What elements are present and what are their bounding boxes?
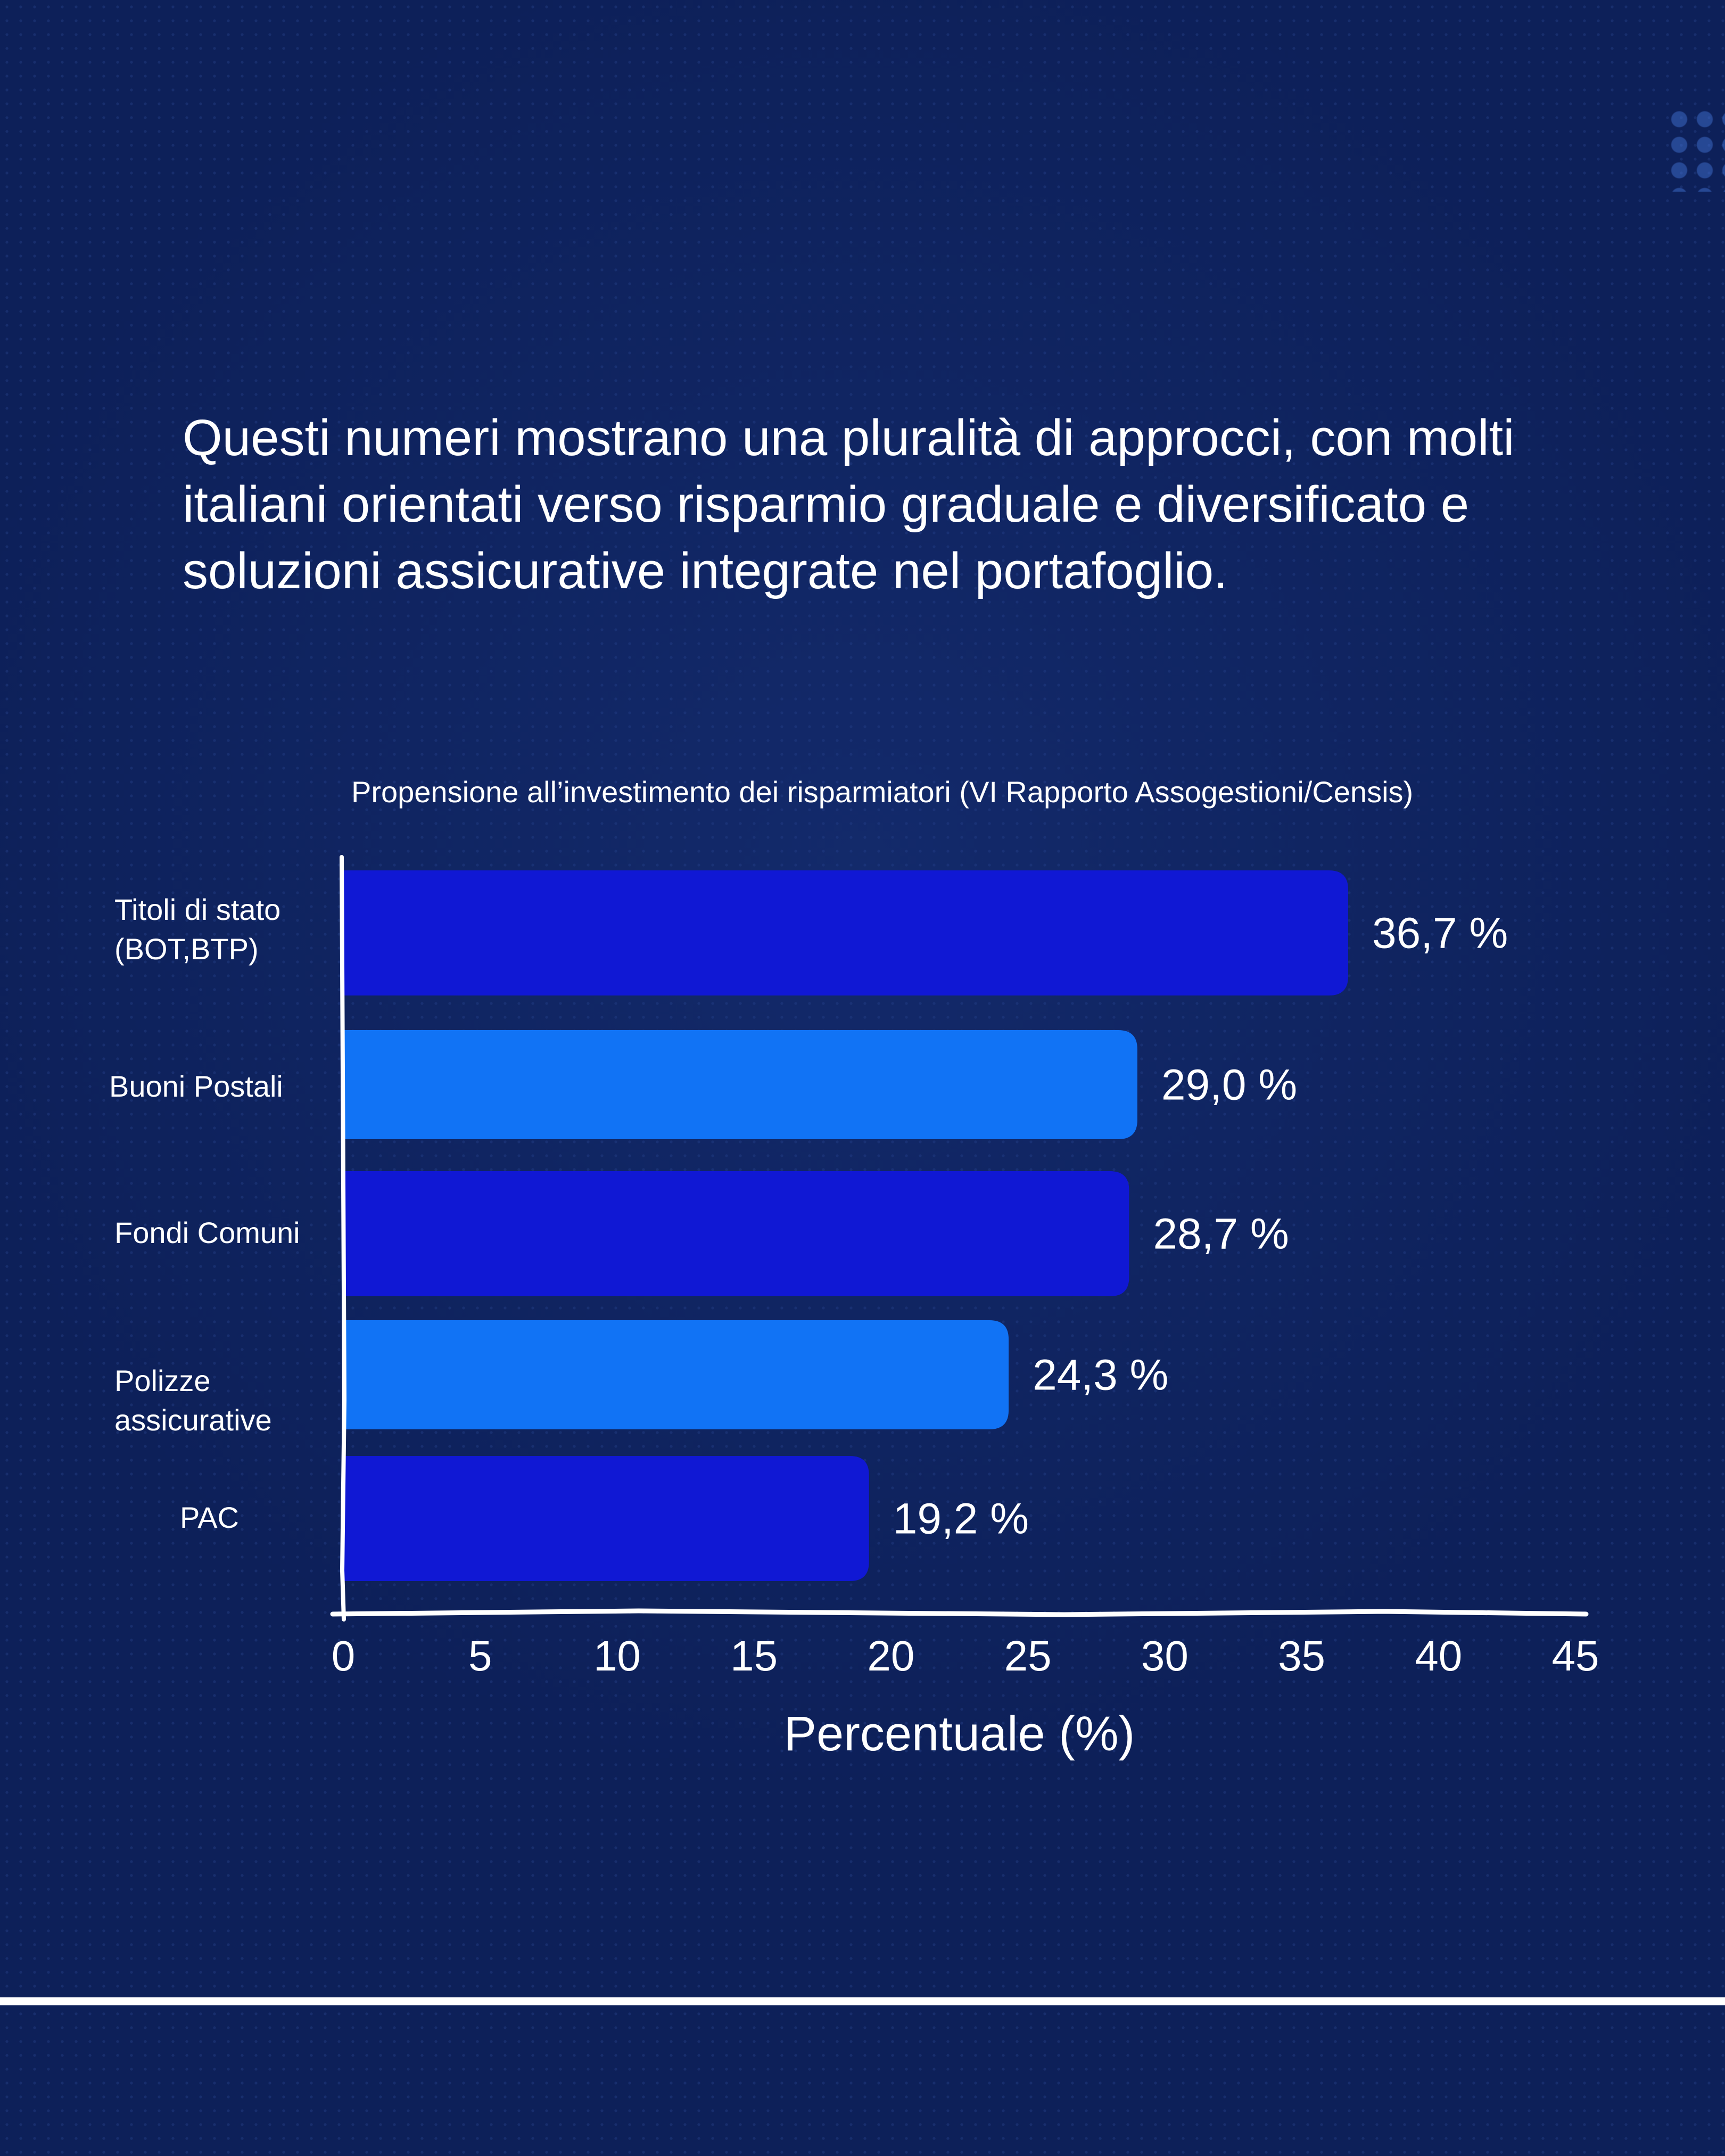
- bar-value-label: 28,7 %: [1153, 1210, 1289, 1258]
- bar: [343, 1030, 1137, 1139]
- x-axis-title: Percentuale (%): [784, 1707, 1135, 1761]
- bar-value-label: 19,2 %: [893, 1495, 1029, 1543]
- x-tick-label: 25: [1004, 1632, 1052, 1680]
- x-tick-label: 10: [593, 1632, 641, 1680]
- bar: [343, 1320, 1009, 1429]
- x-tick-label: 45: [1552, 1632, 1599, 1680]
- x-tick-label: 20: [867, 1632, 914, 1680]
- category-label: Buoni Postali: [109, 1069, 283, 1103]
- x-tick-label: 5: [468, 1632, 492, 1680]
- category-label: assicurative: [114, 1403, 272, 1437]
- bar: [343, 1456, 869, 1581]
- x-tick-label: 0: [332, 1632, 356, 1680]
- y-axis-line: [340, 855, 347, 1622]
- category-label: (BOT,BTP): [114, 932, 259, 966]
- category-label: Fondi Comuni: [114, 1216, 300, 1249]
- chart-title: Propensione all’investimento dei risparm…: [351, 775, 1414, 809]
- category-label: Titoli di stato: [114, 893, 280, 926]
- x-tick-label: 15: [730, 1632, 778, 1680]
- x-axis-line: [330, 1608, 1589, 1617]
- bar: [343, 1171, 1129, 1296]
- footer-divider: [0, 1997, 1725, 2005]
- category-label: PAC: [180, 1501, 239, 1534]
- category-label: Polizze: [114, 1364, 211, 1397]
- bar-value-label: 36,7 %: [1372, 909, 1508, 958]
- decorative-dot-cluster: [1666, 106, 1725, 192]
- bar-value-label: 24,3 %: [1033, 1351, 1168, 1400]
- bar-value-label: 29,0 %: [1161, 1061, 1297, 1109]
- intro-text: Questi numeri mostrano una pluralità di …: [183, 409, 1515, 599]
- x-tick-label: 30: [1141, 1632, 1188, 1680]
- x-tick-label: 35: [1278, 1632, 1325, 1680]
- bar: [343, 870, 1349, 995]
- x-tick-label: 40: [1415, 1632, 1462, 1680]
